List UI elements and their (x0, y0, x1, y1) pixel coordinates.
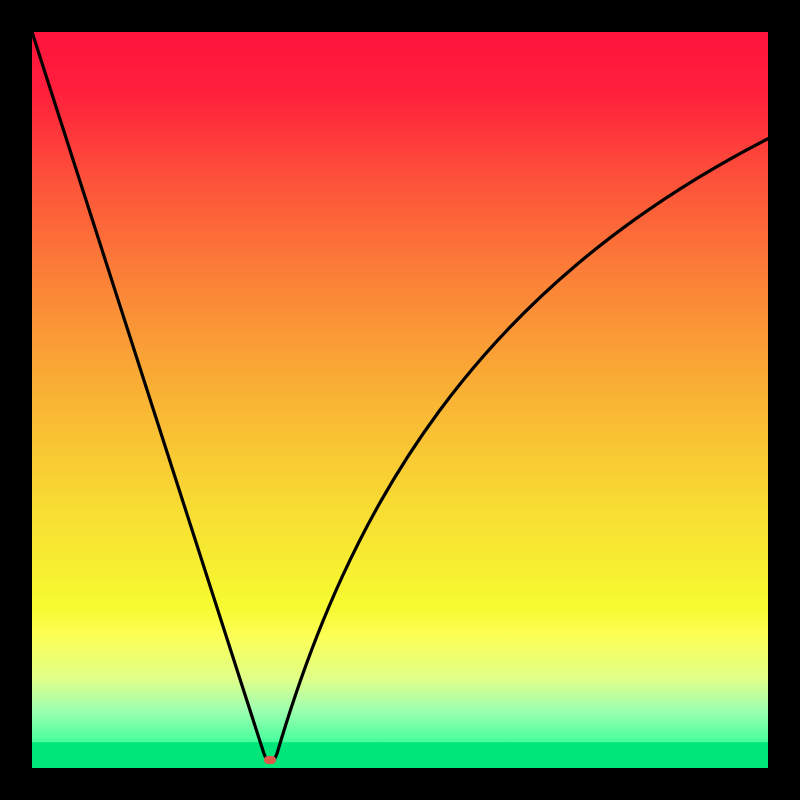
chart-frame (0, 0, 800, 800)
optimum-marker (264, 756, 276, 764)
chart-container: TheBottleneck.com (0, 0, 800, 800)
